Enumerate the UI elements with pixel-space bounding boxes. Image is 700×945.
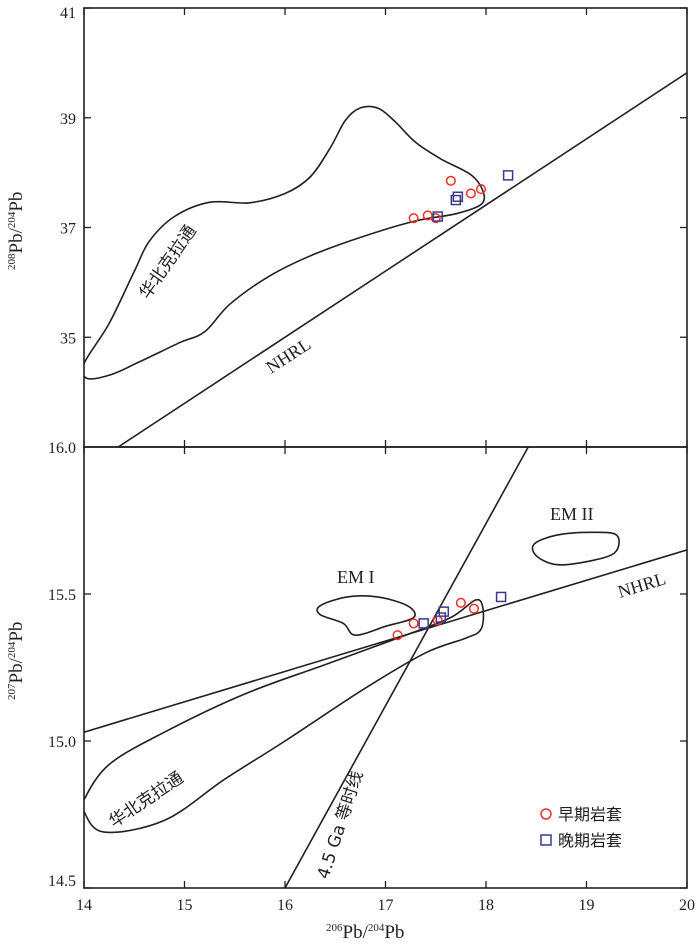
bottom-data-points [392,591,507,641]
late-suite-point [432,211,444,222]
top-y-tick-label: 37 [60,221,76,238]
early-suite-point [465,188,476,199]
bottom-y-tick-label: 14.5 [48,873,76,890]
late-suite-point [438,606,450,617]
bottom-nhrl-label: NHRL [615,568,668,601]
bottom-panel: 14.5 15.0 15.5 14 15 16 17 18 19 20 华北克拉通 EM I E… [6,446,695,943]
bottom-reference-lines [84,447,687,888]
em1-label: EM I [337,567,375,587]
bottom-y-tick-labels: 14.5 15.0 15.5 [48,587,76,890]
top-reference-lines [117,72,687,447]
geochron-label: 4.5 Ga 等时线 [314,768,368,881]
legend: 早期岩套 晚期岩套 [540,805,622,850]
early-suite-point [445,175,456,186]
early-suite-point [432,615,443,626]
bottom-y-tick-label: 15.0 [48,734,76,751]
top-y-tick-label: 41 [60,5,76,22]
early-suite-point [475,184,487,195]
late-suite-point [450,194,462,206]
top-y-tick-label: 35 [60,330,76,347]
em2-label: EM II [550,504,594,524]
field-outline [531,531,620,566]
bottom-x-tick-label: 20 [679,897,695,914]
reference-line [284,447,529,888]
bottom-x-tick-label: 18 [478,897,494,914]
late-suite-point [435,612,447,623]
top-panel: 35 37 39 41 16.0 华北克拉通 NHRL 208Pb/204Pb [6,5,688,457]
bottom-x-tick-labels: 14 15 16 17 18 19 20 [76,897,695,914]
bottom-x-tick-label: 14 [76,897,92,914]
top-y-tick-label: 39 [60,111,76,128]
legend-label-early: 早期岩套 [558,805,622,824]
bottom-fields [84,531,620,834]
top-y-tick-labels: 35 37 39 41 [60,5,76,347]
field-outline [316,595,416,637]
top-nhrl-label: NHRL [262,334,314,377]
bottom-field-label: 华北克拉通 [106,768,188,832]
reference-line [84,549,687,733]
bottom-x-tick-label: 19 [579,897,595,914]
top-plot-frame [83,7,688,448]
bottom-x-tick-label: 17 [378,897,394,914]
late-suite-point [495,591,507,603]
bottom-y-tick-label: 15.5 [48,587,76,604]
field-outline [84,598,485,834]
late-suite-point [452,191,464,203]
top-bottom-tick-label: 16.0 [48,440,76,457]
late-suite-point [418,618,429,629]
early-suite-point [430,213,441,224]
legend-marker-early [540,808,552,820]
bottom-y-axis-title: 207Pb/204Pb [6,622,27,700]
top-y-axis-title: 208Pb/204Pb [6,192,27,270]
early-suite-point [468,603,479,614]
bottom-x-tick-label: 16 [277,897,293,914]
top-y-ticks [83,7,688,447]
x-axis-title: 206Pb/204Pb [326,922,404,943]
top-data-points [408,170,514,224]
late-suite-point [502,170,514,181]
bottom-x-tick-label: 15 [177,897,193,914]
reference-line [117,72,687,447]
legend-marker-late [540,834,552,846]
legend-label-late: 晚期岩套 [558,831,622,850]
early-suite-point [392,630,403,641]
early-suite-point [455,597,466,608]
top-field-label: 华北克拉通 [136,222,201,303]
early-suite-point [408,618,419,629]
top-fields [84,105,486,380]
field-outline [84,105,486,380]
early-suite-point [408,213,419,224]
